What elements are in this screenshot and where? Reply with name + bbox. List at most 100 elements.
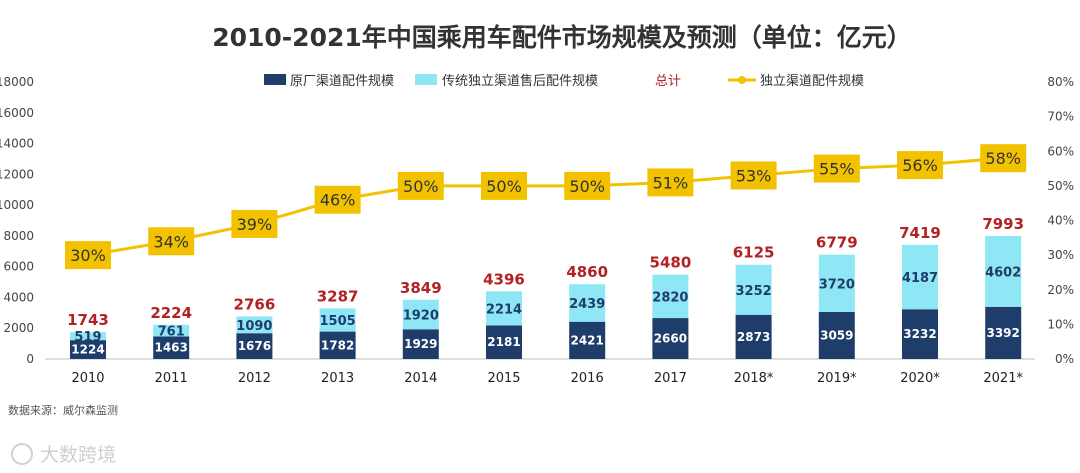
share-label-box bbox=[148, 227, 195, 256]
bar-oem bbox=[402, 329, 439, 359]
share-label-box bbox=[65, 241, 111, 270]
label-aftermarket: 1920 bbox=[403, 309, 439, 324]
share-label-box bbox=[314, 185, 361, 214]
bar-oem bbox=[985, 306, 1022, 359]
share-label-box bbox=[730, 161, 777, 190]
share-label-box bbox=[564, 171, 611, 200]
right-tick-label: 20% bbox=[1047, 283, 1074, 297]
bars bbox=[70, 235, 1022, 359]
label-aftermarket: 4187 bbox=[902, 271, 938, 286]
left-tick-label: 6000 bbox=[3, 260, 34, 274]
bar-aftermarket bbox=[70, 332, 106, 341]
bar-oem bbox=[902, 309, 938, 359]
left-tick-label: 4000 bbox=[3, 290, 34, 304]
share-label: 56% bbox=[902, 156, 938, 175]
label-total: 1743 bbox=[67, 311, 109, 329]
source-note: 数据来源：威尔森监测 bbox=[8, 403, 118, 417]
right-tick-label: 40% bbox=[1047, 214, 1074, 228]
label-total: 3287 bbox=[317, 287, 359, 305]
label-oem: 3232 bbox=[903, 327, 936, 341]
share-label: 55% bbox=[819, 160, 855, 179]
left-tick-label: 18000 bbox=[0, 75, 34, 89]
x-tick-label: 2014 bbox=[404, 371, 437, 386]
share-label-box bbox=[980, 144, 1027, 173]
label-oem: 1782 bbox=[321, 338, 354, 352]
bar-oem bbox=[569, 321, 606, 359]
bar-aftermarket bbox=[735, 264, 772, 315]
share-label: 50% bbox=[569, 177, 605, 196]
legend-swatch-marker bbox=[738, 76, 746, 84]
right-tick-label: 80% bbox=[1047, 75, 1074, 89]
left-tick-label: 12000 bbox=[0, 167, 34, 181]
label-total: 5480 bbox=[650, 254, 692, 272]
share-label-box bbox=[647, 168, 694, 197]
bar-aftermarket bbox=[818, 254, 855, 312]
label-total: 6125 bbox=[733, 244, 775, 262]
share-label-box bbox=[897, 151, 943, 180]
bar-oem bbox=[652, 318, 689, 359]
label-total: 6779 bbox=[816, 234, 858, 252]
right-axis: 0% 10% 20% 30% 40% 50% 60% 70% 80% bbox=[1047, 75, 1074, 366]
legend: 原厂渠道配件规模 传统独立渠道售后配件规模 总计 独立渠道配件规模 bbox=[264, 73, 864, 89]
bar-aftermarket bbox=[652, 274, 689, 319]
legend-label-oem: 原厂渠道配件规模 bbox=[290, 74, 394, 89]
left-tick-label: 8000 bbox=[3, 229, 34, 243]
right-tick-label: 70% bbox=[1047, 110, 1074, 124]
left-tick-label: 2000 bbox=[3, 321, 34, 335]
x-tick-label: 2015 bbox=[487, 371, 520, 386]
share-label: 50% bbox=[403, 177, 439, 196]
label-oem: 2421 bbox=[570, 333, 603, 347]
label-aftermarket: 2214 bbox=[486, 302, 522, 317]
bar-oem bbox=[818, 311, 855, 359]
legend-label-total: 总计 bbox=[655, 74, 681, 89]
label-oem: 1676 bbox=[238, 339, 271, 353]
label-oem: 1929 bbox=[404, 337, 437, 351]
label-oem: 3392 bbox=[986, 326, 1019, 340]
x-tick-label: 2016 bbox=[571, 371, 604, 386]
legend-swatch-oem bbox=[264, 74, 286, 85]
share-label-box bbox=[397, 171, 444, 200]
x-tick-label: 2021* bbox=[983, 371, 1023, 386]
label-total: 2766 bbox=[234, 295, 276, 313]
share-label-box bbox=[813, 154, 860, 183]
x-tick-label: 2018* bbox=[734, 371, 774, 386]
bar-aftermarket bbox=[902, 244, 938, 310]
label-aftermarket: 1090 bbox=[236, 319, 272, 334]
right-tick-label: 0% bbox=[1055, 352, 1074, 366]
share-label: 51% bbox=[653, 173, 689, 192]
bar-aftermarket bbox=[486, 291, 522, 326]
share-label: 53% bbox=[736, 166, 772, 185]
x-axis: 2010 2011 2012 2013 2014 2015 2016 2017 2018* 201… bbox=[71, 371, 1023, 386]
bar-aftermarket bbox=[319, 308, 356, 332]
label-oem: 1224 bbox=[71, 343, 104, 357]
left-tick-label: 16000 bbox=[0, 106, 34, 120]
label-oem: 2181 bbox=[487, 335, 520, 349]
share-label: 30% bbox=[70, 246, 106, 265]
bar-aftermarket bbox=[402, 299, 439, 330]
left-axis: 0 2000 4000 6000 8000 10000 12000 14000 16000 180… bbox=[0, 75, 34, 366]
x-tick-label: 2017 bbox=[654, 371, 687, 386]
chart-title: 2010-2021年中国乘用车配件市场规模及预测（单位：亿元） bbox=[212, 23, 912, 52]
left-tick-label: 14000 bbox=[0, 137, 34, 151]
share-label-box bbox=[231, 209, 278, 238]
x-tick-label: 2010 bbox=[71, 371, 104, 386]
label-oem: 3059 bbox=[820, 328, 853, 342]
label-aftermarket: 3720 bbox=[819, 277, 855, 292]
bar-oem bbox=[735, 314, 772, 359]
share-label: 39% bbox=[237, 215, 273, 234]
bar-aftermarket bbox=[236, 316, 273, 334]
share-line: 30% 34% 39% 46% 50% 50% 50% 51% 53% 55% 56% 58% bbox=[65, 144, 1027, 270]
label-oem: 2873 bbox=[737, 330, 770, 344]
label-total: 7419 bbox=[899, 224, 941, 242]
label-aftermarket: 1505 bbox=[320, 314, 356, 329]
share-label: 34% bbox=[153, 232, 189, 251]
bar-aftermarket bbox=[569, 284, 606, 322]
label-aftermarket: 3252 bbox=[736, 284, 772, 299]
x-tick-label: 2013 bbox=[321, 371, 354, 386]
bar-aftermarket bbox=[153, 324, 190, 337]
bar-oem bbox=[486, 325, 522, 359]
bar-oem bbox=[319, 331, 356, 359]
right-tick-label: 50% bbox=[1047, 179, 1074, 193]
